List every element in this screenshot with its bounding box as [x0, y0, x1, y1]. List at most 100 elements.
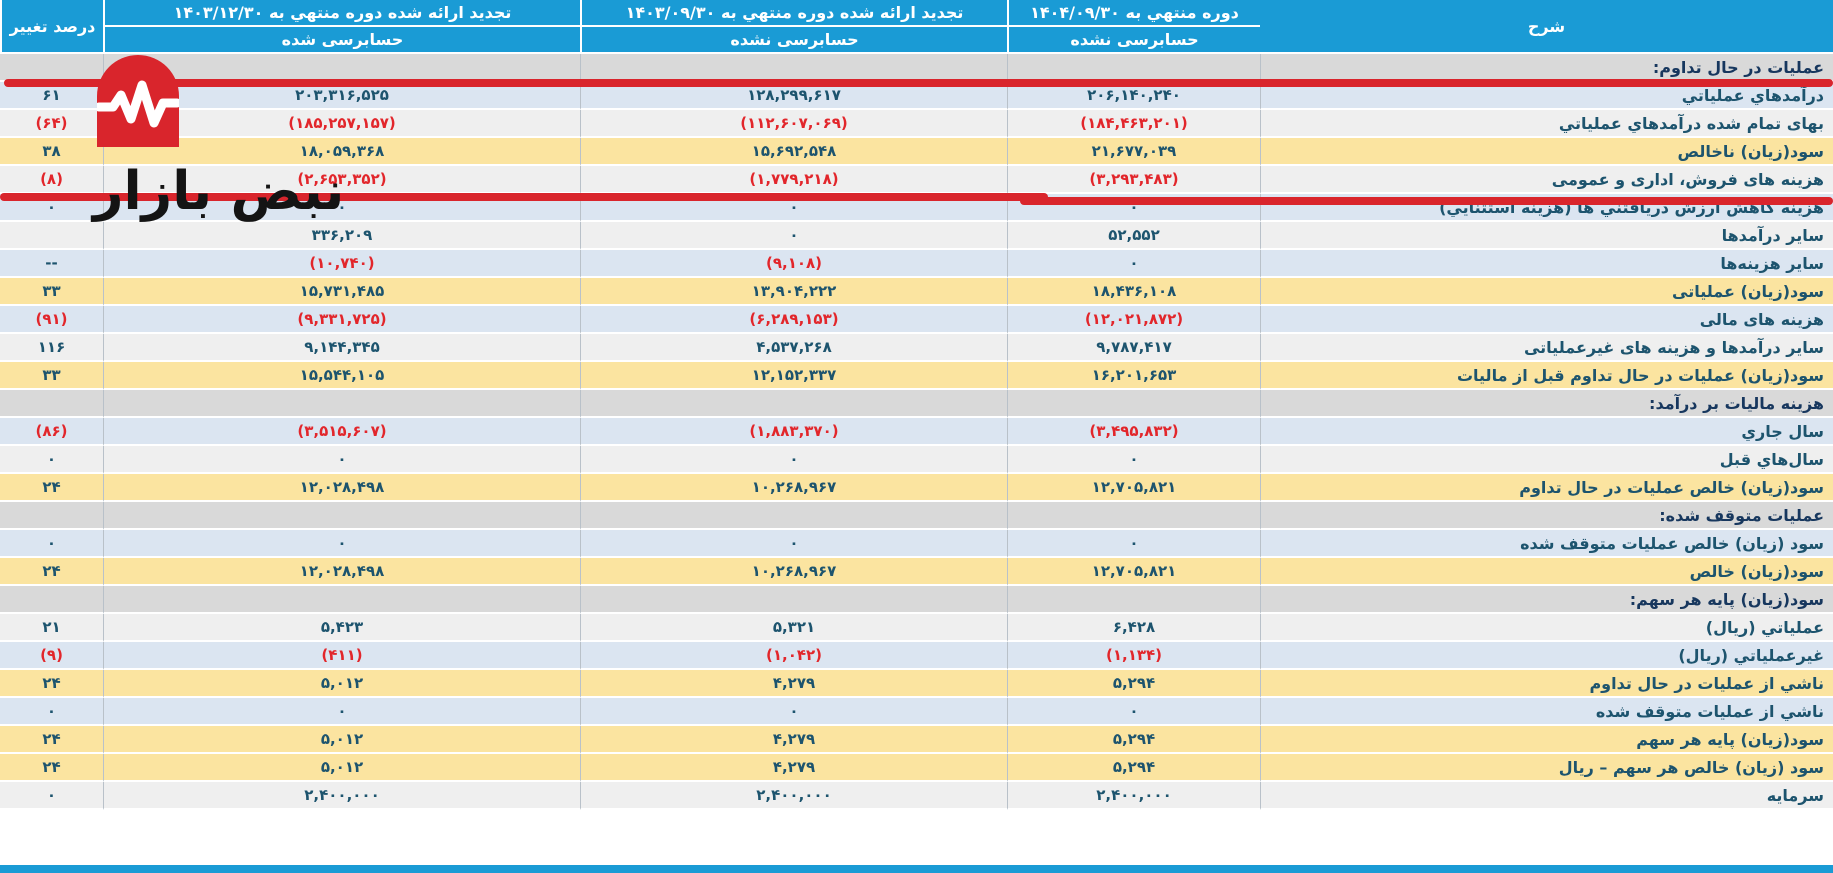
value: ۰ [789, 450, 799, 468]
value: ۱۶,۲۰۱,۶۵۳ [1091, 366, 1177, 384]
cell-prev-year: ۰ [103, 530, 580, 558]
table-row: بهای تمام شده درآمدهاي عملیاتي (۱۸۴,۴۶۳,۲… [0, 110, 1833, 138]
value: (۳,۲۹۳,۴۸۳) [1089, 170, 1179, 188]
value: ۰ [1129, 198, 1139, 216]
cell-prev-year: ۵,۰۱۲ [103, 670, 580, 698]
header-period-current: دوره منتهي به ۱۴۰۴/۰۹/۳۰ [1007, 0, 1260, 27]
cell-prev-quarter: (۱,۸۸۳,۳۷۰) [580, 418, 1007, 446]
value: (۱۲,۰۲۱,۸۷۲) [1084, 310, 1184, 328]
value: ۲۰۶,۱۴۰,۲۴۰ [1087, 86, 1181, 104]
value: (۱,۱۳۴) [1105, 646, 1163, 664]
section-row: سود(زیان) پایه هر سهم: [0, 586, 1833, 614]
value: ۰ [789, 534, 799, 552]
cell-current: ۱۸,۴۳۶,۱۰۸ [1007, 278, 1260, 306]
header-period-prev-year: تجدید ارائه شده دوره منتهي به ۱۴۰۳/۱۲/۳۰ [103, 0, 580, 27]
value: ۱۸,۰۵۹,۳۶۸ [299, 142, 385, 160]
cell-current: ۶,۴۲۸ [1007, 614, 1260, 642]
value: -- [45, 254, 58, 272]
cell-change: ۰ [0, 446, 103, 474]
annotation-line-top [4, 79, 1833, 87]
value: ۴,۵۳۷,۲۶۸ [756, 338, 832, 356]
row-label: سود(زیان) ناخالص [1260, 138, 1833, 166]
cell-current [1007, 390, 1260, 418]
cell-prev-quarter: ۵,۳۲۱ [580, 614, 1007, 642]
cell-current: ۹,۷۸۷,۴۱۷ [1007, 334, 1260, 362]
cell-prev-quarter: (۱۱۲,۶۰۷,۰۶۹) [580, 110, 1007, 138]
table-row: سود (زیان) خالص هر سهم – ریال ۵,۲۹۴ ۴,۲۷۹ ۵… [0, 754, 1833, 782]
cell-change: ۳۳ [0, 278, 103, 306]
table-row: ناشي از عملیات در حال تداوم ۵,۲۹۴ ۴,۲۷۹ ۵,۰… [0, 670, 1833, 698]
cell-change: (۶۴) [0, 110, 103, 138]
cell-prev-quarter: ۲,۴۰۰,۰۰۰ [580, 782, 1007, 810]
cell-prev-quarter: ۴,۲۷۹ [580, 754, 1007, 782]
cell-prev-year: ۹,۱۴۴,۳۴۵ [103, 334, 580, 362]
cell-current: (۱۸۴,۴۶۳,۲۰۱) [1007, 110, 1260, 138]
cell-prev-year: (۴۱۱) [103, 642, 580, 670]
cell-current [1007, 502, 1260, 530]
value: ۹,۱۴۴,۳۴۵ [304, 338, 380, 356]
value: (۳,۵۱۵,۶۰۷) [297, 422, 387, 440]
table-row: سایر هزینه‌ها ۰ (۹,۱۰۸) (۱۰,۷۴۰) -- [0, 250, 1833, 278]
table-row: سال‌هاي قبل ۰ ۰ ۰ ۰ [0, 446, 1833, 474]
header-percent-change: درصد تغییر [0, 0, 103, 54]
value: ۱۲,۷۰۵,۸۲۱ [1091, 478, 1177, 496]
row-label: هزینه های فروش، اداری و عمومی [1260, 166, 1833, 194]
cell-prev-year: ۵,۰۱۲ [103, 726, 580, 754]
table-row: سود(زیان) عملیاتی ۱۸,۴۳۶,۱۰۸ ۱۳,۹۰۴,۲۲۲ ۱۵,… [0, 278, 1833, 306]
table-row: سود (زیان) خالص عملیات متوقف شده ۰ ۰ ۰ ۰ [0, 530, 1833, 558]
row-label: سایر درآمدها و هزینه های غیرعملیاتی [1260, 334, 1833, 362]
row-label: ناشي از عملیات در حال تداوم [1260, 670, 1833, 698]
cell-current [1007, 586, 1260, 614]
table-row: سود(زیان) پایه هر سهم ۵,۲۹۴ ۴,۲۷۹ ۵,۰۱۲ ۲۴ [0, 726, 1833, 754]
cell-current: ۵,۲۹۴ [1007, 754, 1260, 782]
value: ۹,۷۸۷,۴۱۷ [1096, 338, 1172, 356]
table-row: سایر درآمدها ۵۲,۵۵۲ ۰ ۳۳۶,۲۰۹ [0, 222, 1833, 250]
cell-change: (۸۶) [0, 418, 103, 446]
section-row: عملیات متوقف شده: [0, 502, 1833, 530]
value: ۰ [46, 534, 57, 552]
value: ۴,۲۷۹ [772, 758, 816, 776]
value: (۱۸۴,۴۶۳,۲۰۱) [1080, 114, 1188, 132]
cell-prev-year: (۲,۶۵۳,۳۵۲) [103, 166, 580, 194]
row-label: عملیاتي (ریال) [1260, 614, 1833, 642]
row-label: سود(زیان) پایه هر سهم [1260, 726, 1833, 754]
value: ۰ [337, 702, 347, 720]
cell-current: ۵,۲۹۴ [1007, 726, 1260, 754]
cell-prev-quarter: (۱,۰۴۲) [580, 642, 1007, 670]
value: ۵,۲۹۴ [1112, 730, 1156, 748]
cell-prev-quarter: ۰ [580, 222, 1007, 250]
cell-current: ۰ [1007, 698, 1260, 726]
value: ۴,۲۷۹ [772, 674, 816, 692]
cell-change: (۹) [0, 642, 103, 670]
cell-prev-quarter: ۱۰,۲۶۸,۹۶۷ [580, 558, 1007, 586]
cell-prev-quarter: ۴,۲۷۹ [580, 726, 1007, 754]
cell-prev-quarter: (۱,۷۷۹,۲۱۸) [580, 166, 1007, 194]
cell-prev-year [103, 390, 580, 418]
row-label: عملیات متوقف شده: [1260, 502, 1833, 530]
value: ۰ [1129, 534, 1139, 552]
cell-prev-quarter: ۰ [580, 698, 1007, 726]
cell-change: -- [0, 250, 103, 278]
value: (۳,۴۹۵,۸۳۲) [1089, 422, 1179, 440]
value: ۲,۴۰۰,۰۰۰ [304, 786, 380, 804]
pulse-heartbeat-icon [97, 80, 179, 128]
value: (۸) [40, 170, 63, 188]
cell-prev-year: ۱۲,۰۲۸,۴۹۸ [103, 558, 580, 586]
value: ۲,۴۰۰,۰۰۰ [1096, 786, 1172, 804]
table-row: سود(زیان) عملیات در حال تداوم قبل از مال… [0, 362, 1833, 390]
cell-change: ۲۱ [0, 614, 103, 642]
row-label: سود (زیان) خالص عملیات متوقف شده [1260, 530, 1833, 558]
cell-change: ۲۴ [0, 558, 103, 586]
value: ۱۲۸,۲۹۹,۶۱۷ [747, 86, 841, 104]
table-row: هزینه های مالی (۱۲,۰۲۱,۸۷۲) (۶,۲۸۹,۱۵۳) (۹,… [0, 306, 1833, 334]
table-row: سود(زیان) خالص ۱۲,۷۰۵,۸۲۱ ۱۰,۲۶۸,۹۶۷ ۱۲,۰۲۸… [0, 558, 1833, 586]
bottom-partial-row-bar [0, 865, 1833, 873]
cell-prev-year: ۱۲,۰۲۸,۴۹۸ [103, 474, 580, 502]
value: ۳۳ [42, 282, 61, 300]
cell-change [0, 586, 103, 614]
cell-change: ۰ [0, 782, 103, 810]
value: ۱۱۶ [37, 338, 66, 356]
value: ۰ [46, 450, 57, 468]
value: ۲۴ [42, 674, 61, 692]
value: (۱۸۵,۲۵۷,۱۵۷) [288, 114, 396, 132]
